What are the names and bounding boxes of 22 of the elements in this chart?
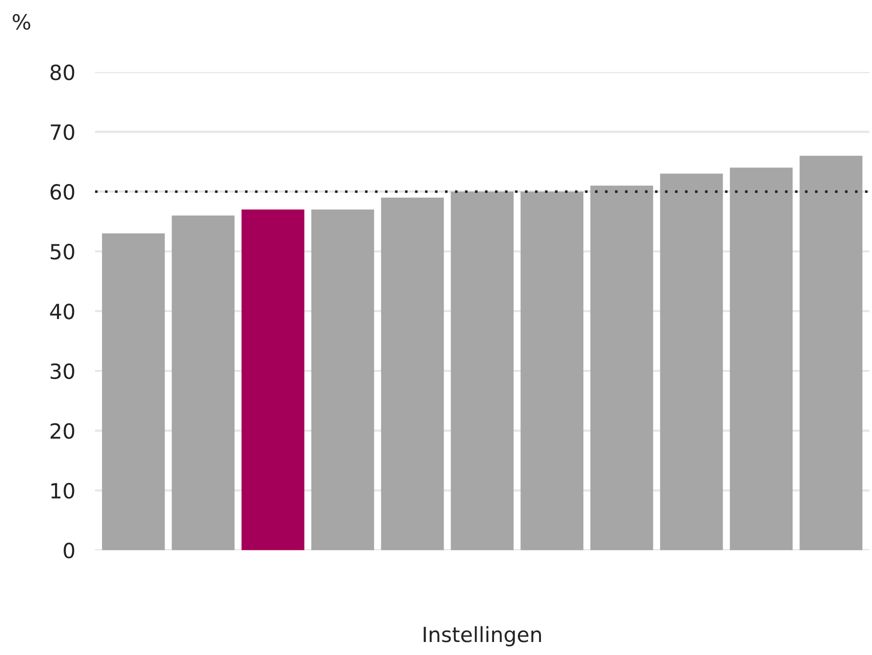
bar	[311, 210, 374, 550]
y-tick-label: 10	[51, 482, 74, 499]
y-tick-label: 50	[50, 244, 74, 260]
y-tick-label: 80	[50, 64, 74, 80]
y-tick-label: 20	[50, 423, 74, 439]
bar	[172, 215, 235, 550]
bar	[800, 156, 862, 550]
y-tick-label: 40	[50, 304, 74, 320]
bar	[730, 168, 793, 550]
y-axis-title: %	[12, 14, 30, 30]
y-tick-label: 0	[64, 542, 74, 558]
bar	[242, 210, 304, 550]
bar	[102, 233, 165, 550]
bar	[381, 198, 444, 550]
bar	[660, 174, 723, 550]
x-axis-title: Instellingen	[424, 626, 541, 646]
bar	[520, 192, 584, 550]
bar	[590, 186, 654, 550]
y-tick-label: 70	[50, 124, 74, 140]
bar	[450, 192, 514, 550]
y-tick-label: 60	[50, 184, 74, 200]
y-tick-label: 30	[50, 363, 74, 380]
